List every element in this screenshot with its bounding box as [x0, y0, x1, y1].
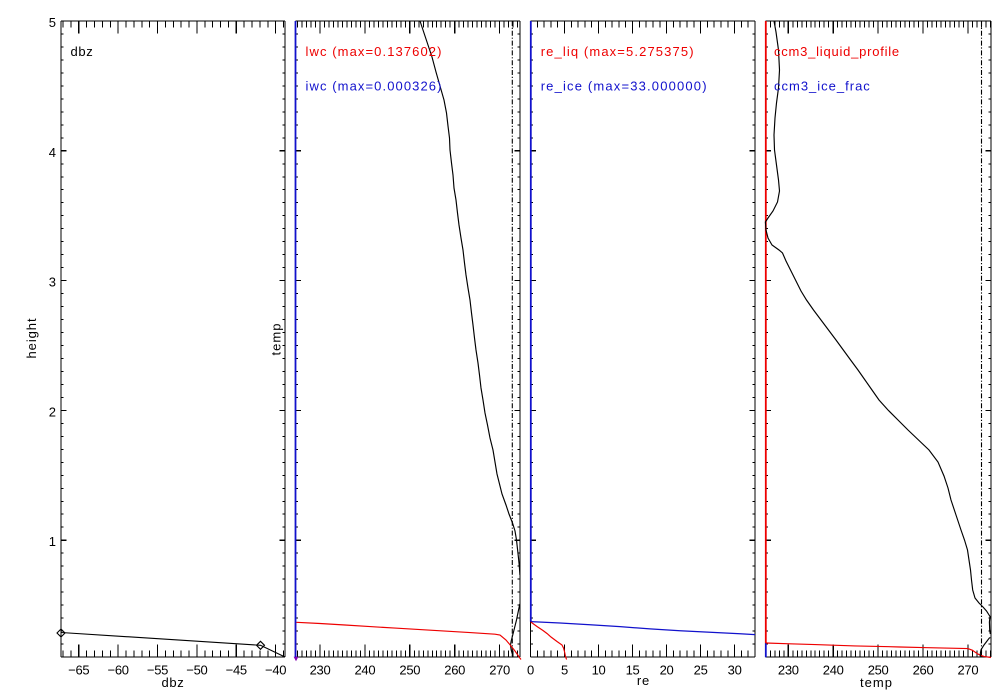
svg-text:15: 15	[626, 663, 640, 678]
svg-text:270: 270	[489, 663, 510, 678]
svg-text:230: 230	[778, 663, 799, 678]
svg-text:30: 30	[728, 663, 742, 678]
svg-text:−60: −60	[108, 663, 129, 678]
svg-text:lwc (max=0.137602): lwc (max=0.137602)	[306, 44, 443, 59]
svg-text:270: 270	[958, 663, 979, 678]
svg-text:250: 250	[399, 663, 420, 678]
svg-text:−55: −55	[147, 663, 168, 678]
svg-text:1: 1	[49, 534, 56, 549]
svg-text:260: 260	[444, 663, 465, 678]
svg-text:temp: temp	[269, 323, 284, 356]
svg-text:−65: −65	[68, 663, 89, 678]
svg-text:4: 4	[49, 145, 56, 160]
svg-text:−45: −45	[226, 663, 247, 678]
svg-text:dbz: dbz	[162, 675, 185, 690]
svg-text:20: 20	[660, 663, 674, 678]
svg-text:250: 250	[868, 663, 889, 678]
svg-text:240: 240	[355, 663, 376, 678]
svg-text:dbz: dbz	[71, 44, 94, 59]
svg-text:260: 260	[913, 663, 934, 678]
svg-text:iwc (max=0.000326): iwc (max=0.000326)	[306, 79, 443, 94]
svg-text:5: 5	[49, 15, 56, 30]
svg-text:0: 0	[527, 663, 534, 678]
svg-text:230: 230	[310, 663, 331, 678]
svg-text:re_liq (max=5.275375): re_liq (max=5.275375)	[541, 44, 695, 59]
svg-text:2: 2	[49, 404, 56, 419]
svg-text:ccm3_liquid_profile: ccm3_liquid_profile	[774, 44, 900, 59]
svg-text:−50: −50	[186, 663, 207, 678]
svg-text:height: height	[24, 318, 39, 359]
svg-text:ccm3_ice_frac: ccm3_ice_frac	[774, 79, 871, 94]
svg-text:10: 10	[592, 663, 606, 678]
svg-text:temp: temp	[860, 675, 893, 690]
svg-text:25: 25	[694, 663, 708, 678]
svg-text:re: re	[637, 673, 650, 688]
svg-text:5: 5	[561, 663, 568, 678]
svg-text:re_ice (max=33.000000): re_ice (max=33.000000)	[541, 79, 708, 94]
svg-text:−40: −40	[265, 663, 286, 678]
svg-text:240: 240	[823, 663, 844, 678]
svg-text:3: 3	[49, 275, 56, 290]
